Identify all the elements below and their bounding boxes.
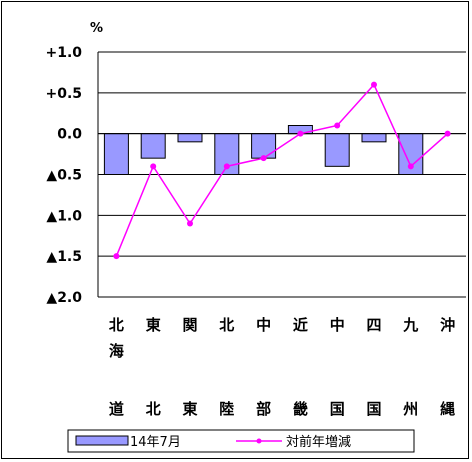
y-tick-label: +1.0 bbox=[45, 45, 82, 61]
line-point bbox=[407, 163, 414, 170]
category-label: 陸 bbox=[219, 400, 234, 418]
category-label: 沖 bbox=[440, 316, 455, 334]
category-label: 北 bbox=[219, 316, 234, 334]
category-label: 関 bbox=[182, 316, 197, 334]
y-tick-label: ▲0.5 bbox=[46, 168, 82, 184]
category-label: 九 bbox=[402, 316, 418, 334]
category-label: 北 bbox=[146, 400, 161, 418]
category-label: 道 bbox=[109, 400, 124, 418]
line-point bbox=[334, 122, 341, 129]
series-line bbox=[115, 83, 449, 257]
y-tick-label: ▲2.0 bbox=[46, 290, 82, 306]
category-label: 畿 bbox=[293, 400, 308, 418]
category-label: 近 bbox=[293, 316, 308, 334]
y-tick-label: +0.5 bbox=[45, 86, 82, 102]
line-point bbox=[187, 220, 193, 227]
bar bbox=[324, 133, 350, 167]
category-label: 州 bbox=[402, 400, 418, 418]
bar-layer bbox=[103, 125, 424, 176]
category-label: 中 bbox=[256, 316, 271, 334]
line-layer bbox=[113, 81, 451, 260]
axis-layer bbox=[97, 52, 466, 297]
category-label: 海 bbox=[109, 342, 124, 360]
category-label: 北 bbox=[109, 316, 124, 334]
bar bbox=[140, 133, 166, 159]
category-label: 中 bbox=[330, 316, 345, 334]
bar bbox=[177, 133, 203, 143]
category-label: 四 bbox=[366, 316, 381, 334]
legend-line-label: 対前年増減 bbox=[286, 434, 351, 450]
category-label: 国 bbox=[366, 400, 381, 418]
line-point bbox=[150, 163, 157, 170]
line-point bbox=[113, 253, 120, 260]
legend-bar-label: 14年7月 bbox=[130, 435, 181, 450]
line-point bbox=[371, 81, 377, 88]
y-tick-label: 0.0 bbox=[57, 127, 82, 143]
category-label: 東 bbox=[146, 316, 161, 334]
category-label: 国 bbox=[330, 400, 345, 418]
bar bbox=[251, 133, 277, 159]
y-tick-label: ▲1.0 bbox=[46, 208, 82, 224]
line-point bbox=[444, 130, 451, 137]
category-label: 部 bbox=[256, 400, 271, 418]
y-axis-unit-label: % bbox=[90, 21, 103, 36]
y-tick-label: ▲1.5 bbox=[46, 249, 82, 265]
bar bbox=[361, 133, 387, 143]
category-label: 東 bbox=[182, 400, 197, 418]
legend-line-marker bbox=[256, 438, 262, 444]
legend: 14年7月 対前年増減 bbox=[67, 429, 415, 453]
line-point bbox=[223, 163, 230, 170]
category-label: 縄 bbox=[440, 400, 455, 418]
line-point bbox=[297, 130, 304, 137]
y-tick-labels: +1.0 +0.5 0.0 ▲0.5 ▲1.0 ▲1.5 ▲2.0 bbox=[45, 45, 82, 306]
legend-bar-swatch bbox=[75, 435, 129, 446]
line-point bbox=[260, 155, 267, 162]
bar bbox=[103, 133, 129, 176]
